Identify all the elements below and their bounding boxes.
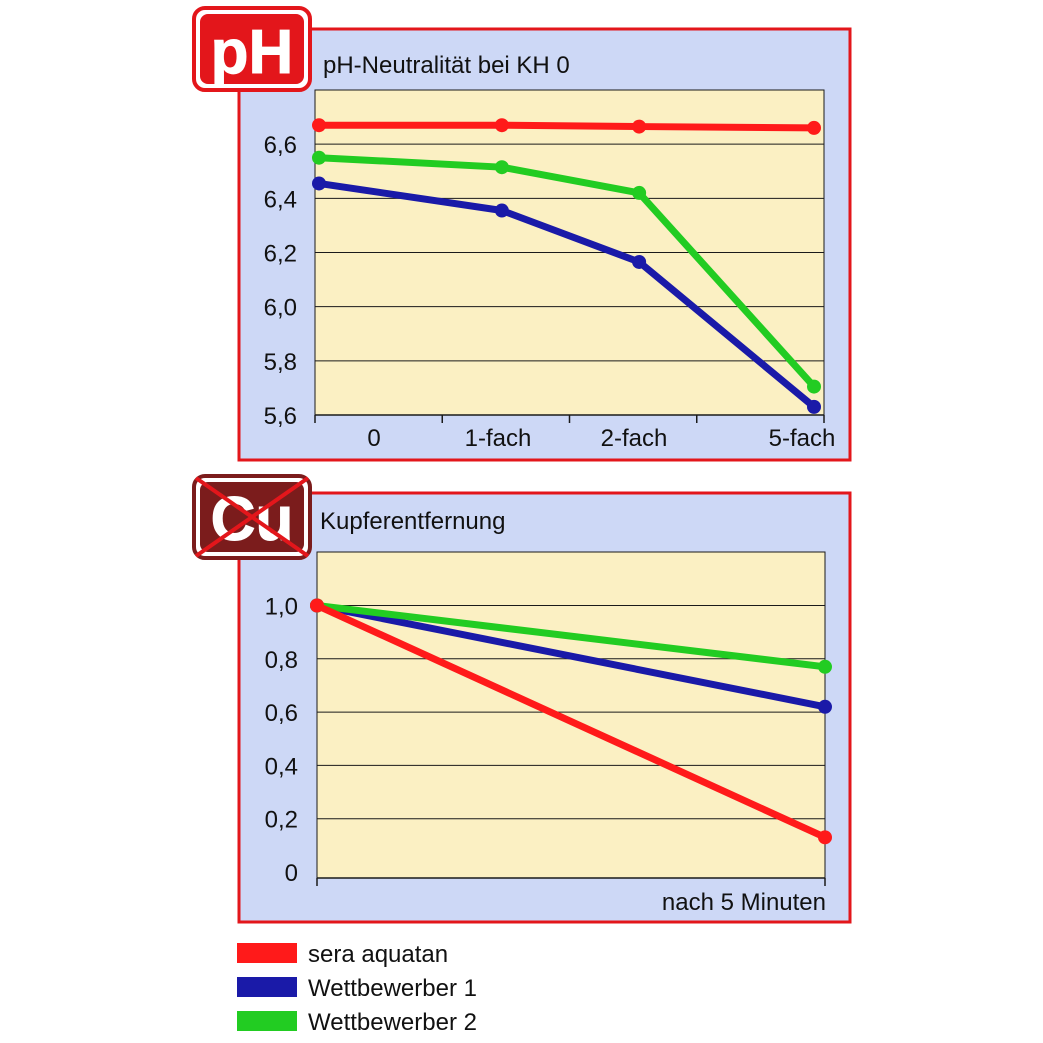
cu-plot-area [316,551,826,879]
ph-y-tick-label: 6,4 [264,186,297,213]
ph-x-tick-labels: 0 1-fach 2-fach 5-fach [367,425,835,452]
cu-y-tick-label: 0,6 [265,700,298,727]
ph-data-point [807,379,821,394]
legend-swatch [237,943,297,963]
cu-x-tick-labels: nach 5 Minuten [662,889,826,916]
ph-data-point [807,120,821,135]
ph-y-tick-labels: 6,6 6,4 6,2 6,0 5,8 5,6 [264,132,297,430]
cu-series-line [316,602,826,671]
cu-data-point [818,830,832,845]
ph-y-tick-label: 5,6 [264,403,297,430]
ph-chart-title: pH-Neutralität bei KH 0 [323,52,570,79]
ph-series-line [318,179,817,410]
legend-swatch [237,977,297,997]
ph-data-point [494,160,509,175]
ph-data-point [632,185,647,200]
cu-series-line [316,602,826,711]
legend: sera aquatan Wettbewerber 1 Wettbewerber 2 [237,941,477,1036]
ph-x-tick-label: 5-fach [769,425,836,452]
cu-y-tick-label: 0 [285,860,298,887]
ph-y-tick-label: 6,0 [264,295,297,322]
cu-data-point [310,598,324,613]
ph-data-point [632,119,647,134]
ph-series-line [319,121,815,132]
ph-data-point [312,150,326,165]
legend-label: Wettbewerber 1 [308,975,477,1002]
cu-series-line [315,602,827,841]
legend-label: Wettbewerber 2 [308,1009,477,1036]
ph-x-tick-label: 0 [367,425,380,452]
cu-cross-line-2 [194,476,310,558]
ph-data-point [494,118,509,133]
ph-y-tick-label: 5,8 [264,349,297,376]
ph-x-axis [314,414,825,423]
ph-data-point [632,254,647,269]
ph-y-tick-label: 6,2 [264,241,297,268]
cu-data-point [818,659,832,674]
ph-y-tick-label: 6,6 [264,132,297,159]
ph-data-point [312,176,326,191]
cu-series-lines [310,598,832,845]
cu-y-tick-label: 0,2 [265,807,298,834]
ph-x-tick-label: 1-fach [465,425,532,452]
cu-chart-title: Kupferentfernung [320,508,505,535]
legend-swatch [237,1011,297,1031]
cu-y-tick-label: 1,0 [265,594,298,621]
ph-badge-text: pH [211,18,294,87]
ph-series-lines [312,118,821,414]
cu-x-axis [316,877,826,886]
cu-chart-panel: 1,0 0,8 0,6 0,4 0,2 0 nach 5 Minuten Kupferen… [192,474,852,924]
ph-data-point [807,399,821,414]
ph-badge-logo: pH [192,6,312,92]
cu-y-tick-label: 0,4 [265,753,298,780]
cu-y-tick-labels: 1,0 0,8 0,6 0,4 0,2 0 [265,594,298,888]
cu-crossed-badge-logo: Cu [192,474,312,560]
cu-x-tick-label: nach 5 Minuten [662,889,826,916]
ph-x-tick-label: 2-fach [601,425,668,452]
ph-chart-panel: 6,6 6,4 6,2 6,0 5,8 5,6 0 1-fach 2-fach 5-fach p… [192,6,852,462]
ph-data-point [312,118,326,133]
legend-label: sera aquatan [308,941,448,968]
ph-data-point [494,203,509,218]
ph-series-line [318,154,817,389]
cu-y-tick-label: 0,8 [265,647,298,674]
cu-data-point [818,699,832,714]
